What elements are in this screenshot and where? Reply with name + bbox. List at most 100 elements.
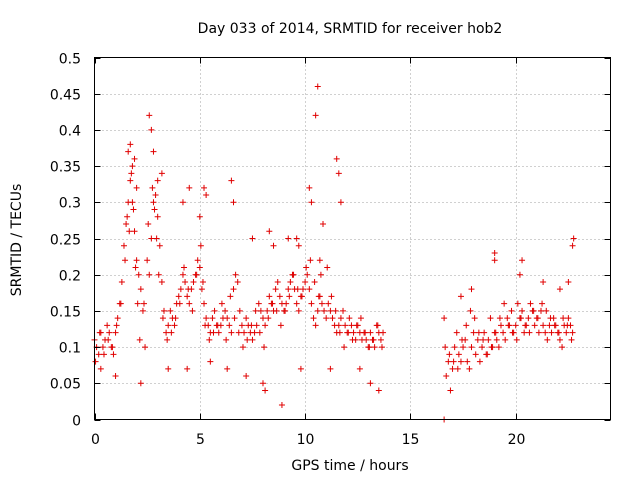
data-point — [234, 278, 241, 285]
data-point — [366, 344, 373, 351]
data-point — [236, 307, 243, 314]
data-point — [374, 322, 381, 329]
data-point — [516, 271, 523, 278]
data-point — [535, 329, 542, 336]
data-point — [133, 257, 140, 264]
data-point — [142, 344, 149, 351]
data-point — [161, 307, 168, 314]
data-point — [149, 184, 156, 191]
data-point — [377, 336, 384, 343]
data-point — [367, 329, 374, 336]
data-point — [569, 329, 576, 336]
data-point — [209, 315, 216, 322]
data-point — [505, 322, 512, 329]
data-point — [210, 329, 217, 336]
data-point — [480, 336, 487, 343]
data-point — [239, 344, 246, 351]
data-point — [127, 177, 134, 184]
data-point — [137, 286, 144, 293]
data-point — [509, 329, 516, 336]
data-point — [293, 300, 300, 307]
data-point — [316, 257, 323, 264]
data-point — [492, 329, 499, 336]
data-point — [120, 242, 127, 249]
y-axis-title: SRMTID / TECUs — [9, 184, 25, 297]
data-point — [203, 192, 210, 199]
x-tick-label: 20 — [508, 432, 526, 448]
data-point — [241, 329, 248, 336]
data-point — [154, 177, 161, 184]
data-point — [335, 170, 342, 177]
data-point — [454, 365, 461, 372]
data-point — [318, 300, 325, 307]
data-point — [199, 278, 206, 285]
data-point — [337, 199, 344, 206]
y-tick-labels: 0 0.05 0.1 0.15 0.2 0.25 0.3 0.35 0.4 0.45 0.5 — [50, 52, 81, 430]
data-point — [194, 257, 201, 264]
data-point — [257, 307, 264, 314]
data-point — [455, 351, 462, 358]
data-point — [323, 315, 330, 322]
data-point — [445, 358, 452, 365]
data-point — [472, 351, 479, 358]
data-point — [442, 344, 449, 351]
data-point — [165, 322, 172, 329]
data-point — [311, 278, 318, 285]
data-point — [214, 322, 221, 329]
data-point — [215, 329, 222, 336]
data-point — [207, 358, 214, 365]
data-point — [249, 235, 256, 242]
data-point — [514, 300, 521, 307]
data-point — [481, 329, 488, 336]
data-point — [252, 307, 259, 314]
data-point — [302, 278, 309, 285]
data-point — [270, 242, 277, 249]
data-point — [278, 402, 285, 409]
data-point — [184, 293, 191, 300]
data-point — [555, 329, 562, 336]
data-point — [517, 315, 524, 322]
data-point — [525, 315, 532, 322]
data-point — [513, 336, 520, 343]
data-point — [272, 286, 279, 293]
data-point — [333, 155, 340, 162]
data-point — [181, 264, 188, 271]
data-point — [97, 365, 104, 372]
data-point — [224, 365, 231, 372]
data-point — [337, 315, 344, 322]
y-tick-label: 0.2 — [59, 269, 81, 285]
data-point — [519, 257, 526, 264]
data-point — [476, 358, 483, 365]
data-point — [145, 221, 152, 228]
data-point — [468, 344, 475, 351]
data-point — [227, 293, 234, 300]
data-point — [340, 307, 347, 314]
data-point — [196, 213, 203, 220]
data-point — [540, 278, 547, 285]
y-tick-label: 0.35 — [50, 160, 81, 176]
data-point — [146, 271, 153, 278]
data-point — [150, 148, 157, 155]
data-point — [117, 300, 124, 307]
data-point — [342, 322, 349, 329]
data-point — [497, 322, 504, 329]
data-point — [133, 184, 140, 191]
data-point — [286, 293, 293, 300]
data-point — [329, 315, 336, 322]
data-point — [290, 271, 297, 278]
data-point — [140, 300, 147, 307]
data-point — [112, 329, 119, 336]
data-point — [179, 199, 186, 206]
grid-lines — [94, 57, 611, 420]
data-point — [453, 329, 460, 336]
data-point — [526, 329, 533, 336]
data-point — [519, 307, 526, 314]
data-point — [308, 199, 315, 206]
data-point — [346, 315, 353, 322]
data-point — [114, 315, 121, 322]
data-point — [262, 387, 269, 394]
data-point — [255, 300, 262, 307]
data-point — [348, 322, 355, 329]
data-point — [362, 329, 369, 336]
data-point — [521, 329, 528, 336]
